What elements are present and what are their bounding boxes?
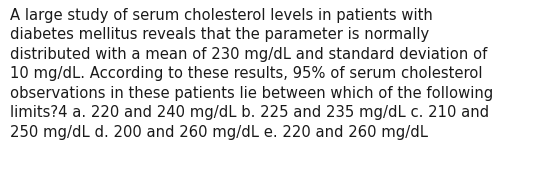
Text: A large study of serum cholesterol levels in patients with
diabetes mellitus rev: A large study of serum cholesterol level… [10,8,493,140]
